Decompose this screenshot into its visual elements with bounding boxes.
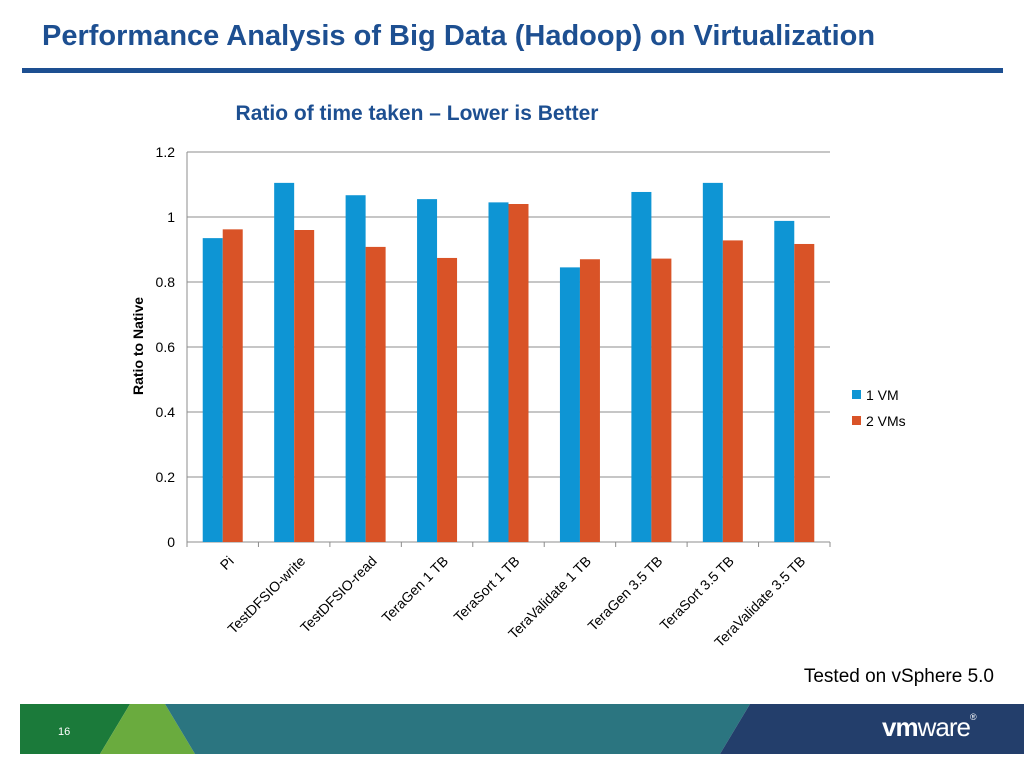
y-tick-label: 0.8 <box>156 274 176 290</box>
chart-bars <box>202 182 815 542</box>
footer-bar <box>20 704 1024 754</box>
x-category-label: TeraSort 3.5 TB <box>656 553 736 633</box>
bar-two-vms <box>722 240 743 542</box>
title-divider <box>22 68 1003 73</box>
y-axis-label: Ratio to Native <box>130 297 146 395</box>
y-tick-label: 0.2 <box>156 469 176 485</box>
chart-legend: 1 VM 2 VMs <box>852 387 906 429</box>
bar-two-vms <box>508 204 529 542</box>
footer-dark-green-band <box>20 704 130 754</box>
bar-one-vm <box>702 182 723 542</box>
bar-one-vm <box>631 191 652 542</box>
bar-two-vms <box>579 259 600 542</box>
vmware-logo: vmware® <box>882 712 977 742</box>
y-tick-label: 1 <box>167 209 175 225</box>
bar-one-vm <box>559 267 580 542</box>
x-category-label: TeraGen 3.5 TB <box>584 553 665 634</box>
bar-one-vm <box>274 182 295 542</box>
bar-one-vm <box>417 199 438 542</box>
bar-two-vms <box>365 246 386 542</box>
y-axis-ticks: 0 0.2 0.4 0.6 0.8 1 1.2 <box>156 144 176 550</box>
bar-one-vm <box>774 220 795 542</box>
legend-swatch <box>852 416 861 425</box>
x-category-label: TeraSort 1 TB <box>450 553 522 625</box>
bar-one-vm <box>345 195 366 542</box>
bar-one-vm <box>202 238 223 542</box>
footer-navy-band <box>720 704 1024 754</box>
page-number: 16 <box>58 726 71 738</box>
legend-label: 1 VM <box>866 387 899 403</box>
bar-chart: Ratio of time taken – Lower is Better 00… <box>130 102 906 650</box>
x-category-label: Pi <box>217 553 237 573</box>
bar-two-vms <box>794 243 815 542</box>
bar-two-vms <box>222 229 243 542</box>
y-tick-label: 1.2 <box>156 144 176 160</box>
slide-title: Performance Analysis of Big Data (Hadoop… <box>42 20 876 52</box>
footer-teal-band <box>165 704 750 754</box>
y-tick-label: 0.4 <box>156 404 176 420</box>
x-category-label: TeraGen 1 TB <box>378 553 451 626</box>
legend-label: 2 VMs <box>866 413 906 429</box>
test-note: Tested on vSphere 5.0 <box>803 666 994 687</box>
legend-swatch <box>852 390 861 399</box>
bar-two-vms <box>651 258 672 542</box>
footer-green-band <box>100 704 195 754</box>
bar-one-vm <box>488 202 509 542</box>
bar-two-vms <box>294 230 315 542</box>
x-category-label: TestDFSIO-read <box>297 553 380 636</box>
y-tick-label: 0 <box>167 534 175 550</box>
bar-two-vms <box>437 257 458 542</box>
y-tick-label: 0.6 <box>156 339 176 355</box>
chart-title: Ratio of time taken – Lower is Better <box>236 102 599 125</box>
